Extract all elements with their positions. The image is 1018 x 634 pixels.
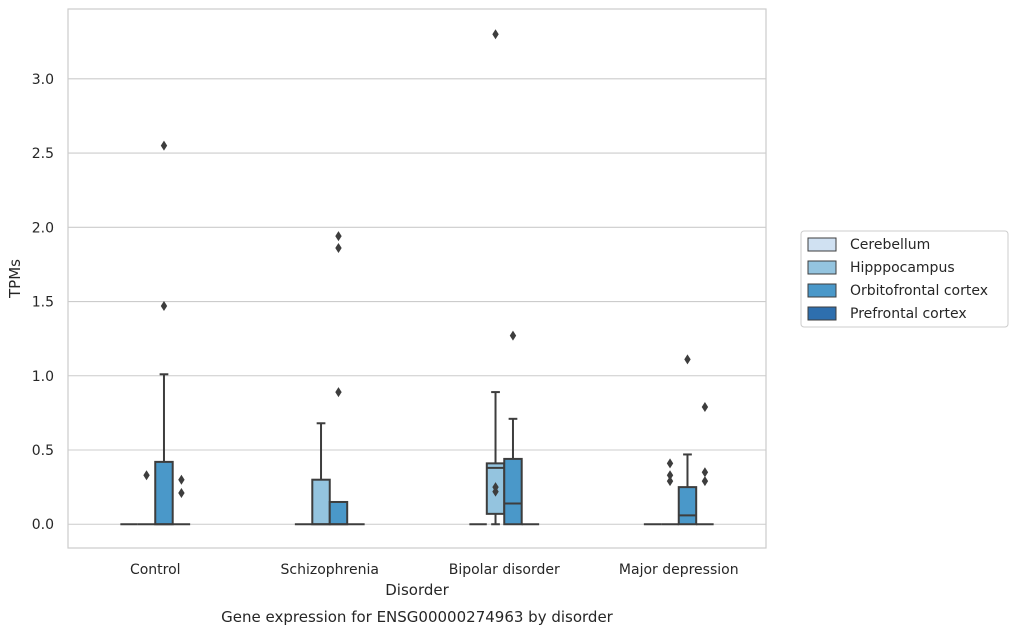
x-tick-labels: Control Schizophrenia Bipolar disorder Majo… [130,562,739,578]
legend-label: Orbitofrontal cortex [850,283,988,299]
outlier-point [143,470,150,481]
box-prefrontal-cortex [696,401,714,526]
x-tick-label: Major depression [619,562,739,578]
outlier-point [666,476,674,487]
outlier-point [335,387,342,398]
y-tick-label: 2.0 [32,220,54,236]
outlier-point [666,458,674,469]
legend-item: Orbitofrontal cortex [807,283,988,299]
outlier-point [178,488,185,499]
box-iqr [677,486,698,526]
outlier-point [701,401,709,412]
outlier-point [160,300,168,311]
box-iqr [154,460,174,526]
box-hipppocampus [311,422,331,526]
legend-item: Cerebellum [807,237,930,253]
x-tick-label: Bipolar disorder [449,562,560,578]
outlier-point [335,243,342,254]
box-orbitofrontal-cortex [677,354,698,526]
x-tick-label: Schizophrenia [281,562,379,578]
box-hipppocampus [485,29,506,526]
y-tick-label: 0.0 [32,517,54,533]
box-hipppocampus [137,470,156,526]
box-iqr [503,457,523,526]
outlier-point [701,467,709,478]
y-tick-label: 3.0 [32,72,54,88]
box-orbitofrontal-cortex [503,330,523,526]
legend-swatch [807,237,837,252]
y-tick-label: 0.5 [32,443,54,459]
legend-label: Hipppocampus [850,260,955,276]
legend-swatch [807,260,837,275]
outlier-point [509,330,517,341]
y-tick-label: 1.5 [32,295,54,311]
y-axis-label: TPMs [6,259,24,299]
legend-item: Prefrontal cortex [807,306,967,322]
legend-label: Prefrontal cortex [850,306,967,322]
plot-frame [67,8,767,549]
y-tick-label: 2.5 [32,146,54,162]
outlier-point [492,29,499,40]
y-tick-labels: 0.0 0.5 1.0 1.5 2.0 2.5 3.0 [32,72,54,533]
x-tick-label: Control [130,562,181,578]
box-prefrontal-cortex [172,474,191,526]
outlier-point [335,231,342,242]
outlier-point [684,354,691,365]
box-orbitofrontal-cortex [154,140,174,526]
legend-box [800,230,1009,328]
outlier-point [701,476,709,487]
legend-item: Hipppocampus [807,260,955,276]
outlier-point [492,482,499,493]
grid-lines [68,78,766,525]
outlier-point [666,470,674,481]
x-axis-label: Disorder [385,581,449,599]
legend-label: Cerebellum [850,237,930,253]
outlier-point [160,140,168,151]
boxes [120,29,714,526]
legend-swatch [807,283,837,298]
y-tick-label: 1.0 [32,369,54,385]
outlier-point [178,474,185,485]
box-orbitofrontal-cortex [328,231,349,526]
legend: Cerebellum Hipppocampus Orbitofrontal cort… [800,230,1009,328]
box-iqr [311,478,331,526]
box-hipppocampus [661,458,679,526]
legend-swatch [807,306,837,321]
chart-caption: Gene expression for ENSG00000274963 by d… [221,608,614,626]
box-iqr [328,500,349,526]
